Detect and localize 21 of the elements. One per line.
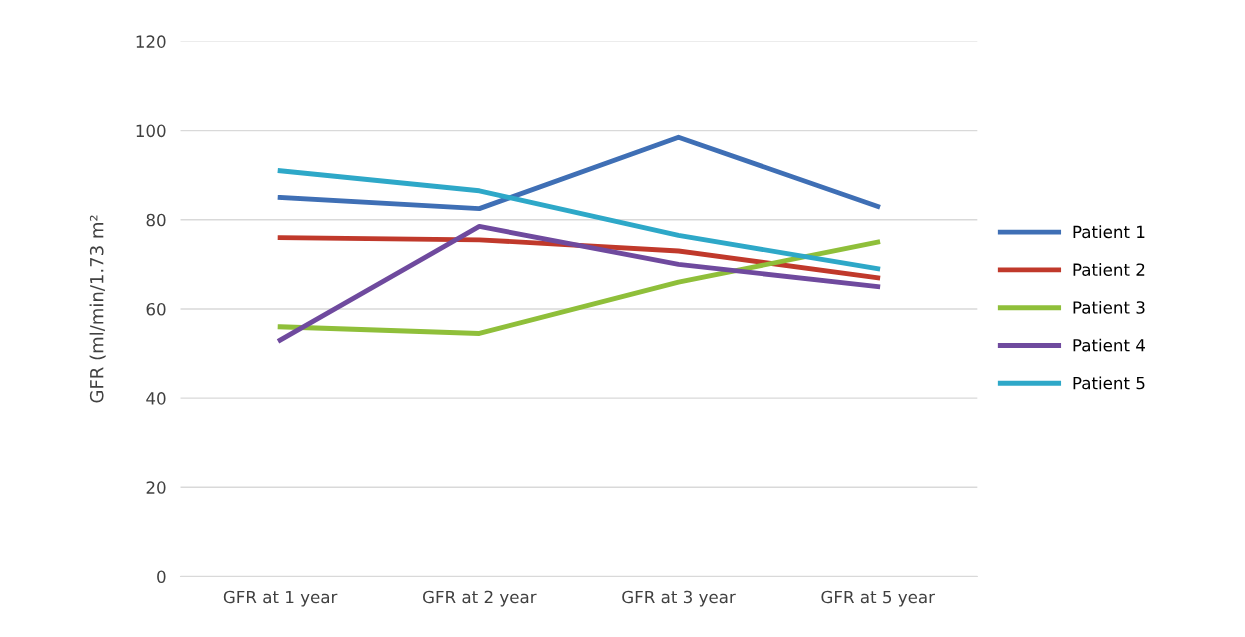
legend-label: Patient 5	[1073, 376, 1145, 390]
y-tick-label: 80	[146, 213, 166, 227]
line-series	[277, 239, 881, 336]
legend-label: Patient 3	[1073, 300, 1145, 314]
y-tick-label: 60	[146, 302, 166, 316]
y-tick-label: 0	[157, 570, 166, 584]
x-tick-label: GFR at 1 year	[223, 590, 338, 607]
y-axis-title: GFR (ml/min/1.73 m²	[89, 215, 106, 403]
y-tick-label: 120	[136, 35, 166, 48]
x-tick-label: GFR at 3 year	[622, 590, 736, 607]
line-series	[277, 134, 881, 212]
y-tick-label: 20	[146, 481, 166, 494]
legend-label: Patient 4	[1073, 338, 1145, 352]
y-tick-label: 40	[146, 392, 166, 405]
line-series	[277, 224, 881, 343]
y-tick-label: 100	[136, 124, 166, 138]
line-series	[277, 168, 881, 272]
x-tick-label: GFR at 2 year	[423, 590, 537, 607]
legend-label: Patient 1	[1073, 225, 1145, 239]
x-tick-label: GFR at 5 year	[821, 590, 935, 607]
legend-label: Patient 2	[1073, 263, 1145, 276]
